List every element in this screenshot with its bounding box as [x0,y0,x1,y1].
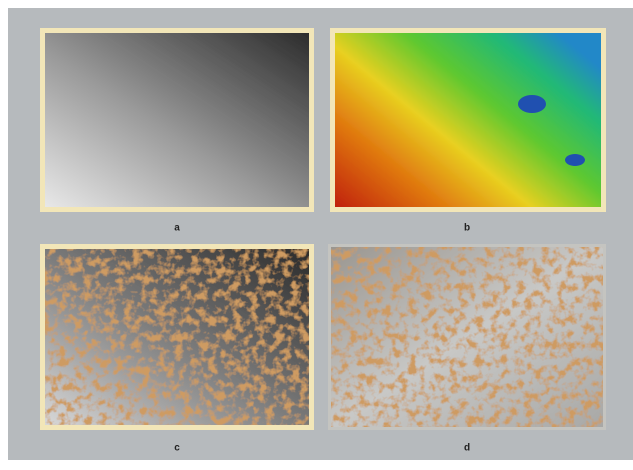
panel-label: c [174,443,180,454]
panel-label: a [174,223,180,234]
panel-b [330,28,606,212]
panel-a [40,28,314,212]
map-image [45,33,309,207]
panel-label: b [464,223,470,234]
panel-d [328,244,606,430]
panel-c [40,244,314,430]
map-image [335,33,601,207]
water [518,95,546,113]
map-image [45,249,309,425]
map-image [331,247,603,427]
water [565,154,585,166]
figure: a b c d [0,0,633,470]
panel-label: d [464,443,470,454]
